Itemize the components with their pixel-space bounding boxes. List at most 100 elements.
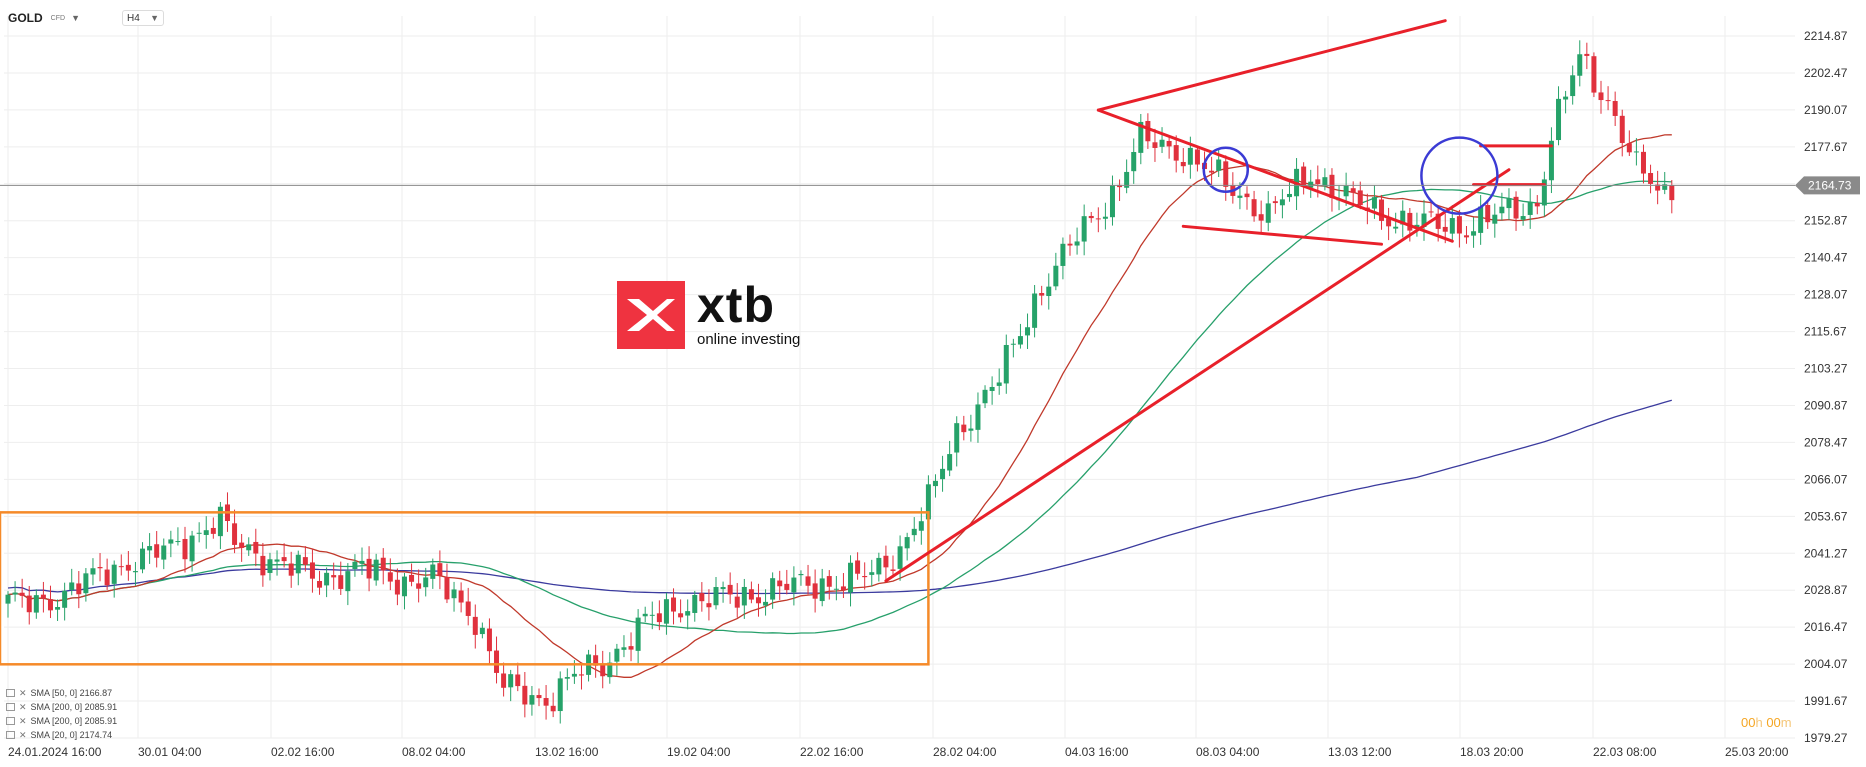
chevron-down-icon: ▼	[150, 13, 159, 23]
y-tick-label: 2140.47	[1804, 251, 1848, 265]
candle-body	[869, 572, 875, 575]
candle-body	[706, 603, 712, 608]
candle-body	[1570, 75, 1576, 97]
sma-200-line	[7, 399, 1672, 595]
legend-item[interactable]: ✕ SMA [50, 0] 2166.87	[6, 686, 117, 700]
candle-body	[444, 577, 450, 600]
candle-body	[911, 528, 917, 536]
candle-body	[1329, 174, 1335, 199]
candle-body	[1605, 100, 1611, 102]
close-icon[interactable]: ✕	[19, 716, 27, 726]
candle-body	[805, 576, 811, 586]
candle-body	[607, 662, 613, 678]
candle-body	[777, 580, 783, 587]
candle-body	[1534, 202, 1540, 207]
current-price-label: 2164.73	[1808, 178, 1852, 192]
candle-body	[387, 572, 393, 582]
candle-body	[189, 535, 195, 562]
candle-body	[267, 559, 273, 573]
y-tick-label: 2066.07	[1804, 472, 1848, 486]
candle-body	[1633, 151, 1639, 153]
candle-body	[1386, 218, 1392, 227]
trendline	[884, 168, 1511, 583]
candle-body	[1506, 198, 1512, 209]
candle-body	[1025, 327, 1031, 336]
x-tick-label: 04.03 16:00	[1065, 745, 1129, 759]
candle-body	[1209, 170, 1215, 173]
candle-body	[1471, 231, 1477, 236]
close-icon[interactable]: ✕	[19, 702, 27, 712]
candle-body	[217, 506, 223, 537]
candle-body	[1379, 199, 1385, 221]
candle-body	[239, 542, 245, 548]
candle-body	[755, 597, 761, 604]
candle-body	[295, 554, 301, 574]
candle-body	[1492, 214, 1498, 224]
chevron-down-icon[interactable]: ▼	[71, 13, 80, 23]
legend-item[interactable]: ✕ SMA [200, 0] 2085.91	[6, 714, 117, 728]
candle-body	[1138, 121, 1144, 153]
candle-body	[1315, 179, 1321, 185]
candle-body	[1527, 201, 1533, 215]
candle-body	[486, 628, 492, 652]
candle-body	[1258, 214, 1264, 221]
timeframe-select[interactable]: H4 ▼	[122, 10, 164, 26]
candle-body	[663, 599, 669, 624]
candle-body	[1584, 53, 1590, 56]
candle-body	[317, 580, 323, 588]
candle-body	[975, 404, 981, 430]
candle-body	[741, 586, 747, 606]
y-tick-label: 2103.27	[1804, 362, 1848, 376]
candle-body	[47, 599, 53, 611]
candle-body	[69, 582, 75, 590]
settings-icon[interactable]	[6, 703, 15, 711]
x-tick-label: 08.02 04:00	[402, 745, 466, 759]
candle-body	[1548, 140, 1554, 181]
candle-body	[699, 593, 705, 602]
settings-icon[interactable]	[6, 731, 15, 739]
candle-body	[12, 592, 18, 595]
candle-body	[876, 557, 882, 575]
instrument-selector[interactable]: GOLD CFD ▼	[8, 8, 80, 28]
candle-body	[1159, 139, 1165, 147]
candle-body	[791, 577, 797, 593]
legend-item[interactable]: ✕ SMA [20, 0] 2174.74	[6, 728, 117, 742]
candle-body	[840, 586, 846, 591]
candle-body	[727, 584, 733, 595]
candle-body	[55, 607, 61, 610]
candle-body	[380, 557, 386, 571]
settings-icon[interactable]	[6, 689, 15, 697]
candle-body	[819, 578, 825, 602]
candle-body	[494, 650, 500, 673]
candle-body	[1109, 185, 1115, 218]
settings-icon[interactable]	[6, 717, 15, 725]
candle-body	[848, 562, 854, 593]
candle-countdown: 00h 00m	[1741, 715, 1792, 730]
countdown-minutes: 00	[1766, 715, 1781, 730]
candle-body	[713, 587, 719, 606]
candle-body	[210, 527, 216, 534]
candle-body	[940, 468, 946, 480]
candle-body	[770, 578, 776, 600]
candle-body	[1648, 173, 1654, 184]
candle-body	[83, 573, 89, 594]
logo-wordmark: xtb	[697, 276, 775, 333]
candle-body	[564, 677, 570, 679]
legend-label: SMA [200, 0] 2085.91	[30, 716, 118, 726]
candle-body	[1180, 162, 1186, 167]
close-icon[interactable]: ✕	[19, 688, 27, 698]
candle-body	[1145, 120, 1151, 142]
candle-body	[373, 559, 379, 581]
candle-body	[1081, 216, 1087, 242]
candle-body	[324, 572, 330, 586]
legend-item[interactable]: ✕ SMA [200, 0] 2085.91	[6, 700, 117, 714]
y-tick-label: 2041.27	[1804, 546, 1848, 560]
highlight-circle	[1420, 136, 1499, 215]
candle-body	[203, 530, 209, 535]
candle-body	[649, 614, 655, 616]
close-icon[interactable]: ✕	[19, 730, 27, 740]
candle-body	[76, 583, 82, 595]
candle-body	[671, 597, 677, 612]
candle-body	[508, 674, 514, 688]
